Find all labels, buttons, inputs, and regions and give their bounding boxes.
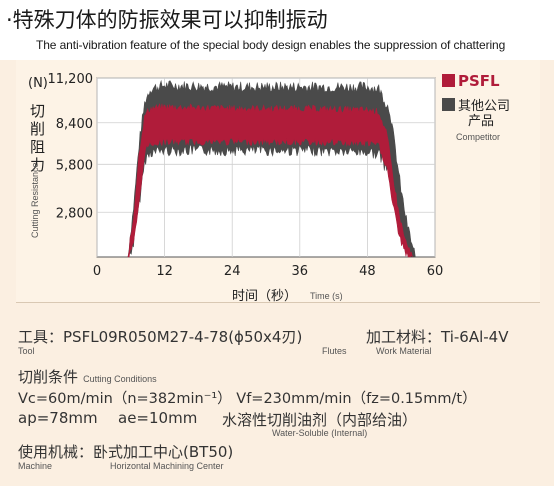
- x-tick-label: 0: [93, 264, 101, 279]
- y-axis-label-cn: 切: [30, 102, 45, 120]
- material-en: Work Material: [376, 346, 432, 356]
- y-axis-label-cn: 削: [30, 120, 45, 138]
- machine-en: Machine: [18, 461, 53, 471]
- material-label: 加工材料：: [366, 328, 442, 346]
- x-tick-label: 24: [224, 264, 241, 279]
- machine-line: 使用机械：卧式加工中心(BT50): [18, 441, 233, 462]
- x-tick-label: 12: [156, 264, 173, 279]
- y-tick-label: 5,800: [56, 158, 93, 173]
- material-value: Ti-6Al-4V: [441, 328, 509, 346]
- tool-label: 工具：: [18, 328, 64, 346]
- cutting-conditions-heading: 切削条件 Cutting Conditions: [18, 366, 157, 387]
- cutting-en: Cutting Conditions: [83, 374, 157, 384]
- y-tick-label: 11,200: [48, 72, 94, 87]
- legend-swatch-competitor: [442, 98, 455, 111]
- tool-value: PSFL09R050M27-4-78(ϕ50x4刃): [63, 328, 303, 346]
- header: ·特殊刀体的防振效果可以抑制振动 The anti-vibration feat…: [0, 0, 554, 60]
- x-axis-label-cn: 时间（秒）: [232, 289, 297, 302]
- ae-value: ae=10mm: [118, 409, 198, 427]
- legend-swatch-psfl: [442, 74, 455, 87]
- material-line: 加工材料：Ti-6Al-4V: [366, 326, 509, 347]
- machine-label: 使用机械：: [18, 443, 94, 461]
- tool-line: 工具：PSFL09R050M27-4-78(ϕ50x4刃): [18, 326, 302, 347]
- x-tick-label: 48: [359, 264, 376, 279]
- cutting-cn: 切削条件: [18, 368, 79, 386]
- y-tick-label: 8,400: [56, 117, 93, 132]
- legend-label-competitor-en: Competitor: [456, 132, 500, 142]
- cutting-speed-feed: Vc=60m/min（n=382min⁻¹） Vf=230mm/min（fz=0…: [18, 391, 477, 407]
- tool-en: Tool: [18, 346, 35, 356]
- series-psfl-band: [127, 103, 413, 258]
- x-tick-label: 60: [427, 264, 444, 279]
- y-axis-label-cn: 阻: [30, 138, 45, 156]
- chart-panel: 2,800 5,800 8,400 11,200 0 12 24 36 48 60 (N) 切削阻力 C…: [16, 60, 540, 303]
- x-axis-label-en: Time (s): [310, 291, 343, 301]
- y-axis-label-cn: 力: [30, 156, 45, 174]
- machine-type-en: Horizontal Machining Center: [110, 461, 224, 471]
- y-tick-label: 2,800: [56, 206, 93, 221]
- coolant-en: Water-Soluble (Internal): [272, 428, 368, 438]
- ap-value: ap=78mm: [18, 409, 98, 427]
- y-axis-label-en: Cutting Resistance: [30, 162, 40, 238]
- legend-label-competitor-2: 产品: [468, 114, 494, 129]
- page-title: ·特殊刀体的防振效果可以抑制振动: [6, 8, 328, 32]
- legend-label-psfl: PSFL: [458, 72, 500, 90]
- coolant: 水溶性切削油剂（内部给油）: [222, 411, 418, 429]
- page-subtitle: The anti-vibration feature of the specia…: [36, 38, 506, 52]
- machine-value: 卧式加工中心(BT50): [93, 443, 234, 461]
- legend-label-competitor: 其他公司: [458, 99, 510, 114]
- x-tick-label: 36: [292, 264, 309, 279]
- flutes-en: Flutes: [322, 346, 347, 356]
- y-unit-label: (N): [28, 76, 48, 91]
